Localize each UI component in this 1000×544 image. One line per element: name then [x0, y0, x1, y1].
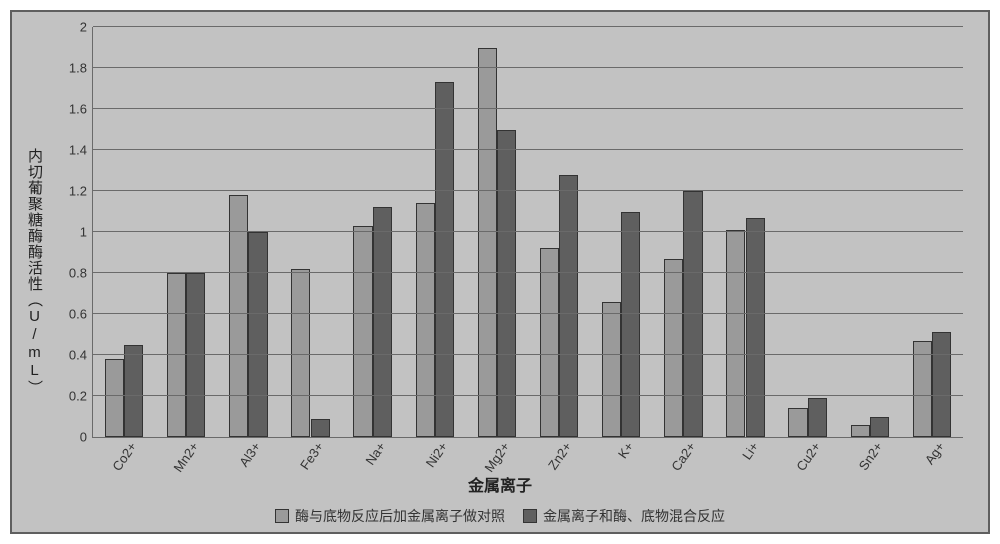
x-tick-label: Ag+: [918, 437, 947, 467]
y-tick-label: 0.8: [69, 266, 93, 281]
x-tick-label: Na+: [359, 437, 388, 468]
x-tick-label: Sn2+: [852, 437, 885, 473]
bar: [664, 259, 683, 437]
bar: [870, 417, 889, 438]
y-tick-label: 0.4: [69, 348, 93, 363]
legend-label-2: 金属离子和酶、底物混合反应: [543, 506, 725, 526]
bars-container: [93, 27, 963, 437]
x-tick-label: Mg2+: [478, 437, 512, 475]
y-tick-label: 2: [80, 20, 93, 35]
bar: [167, 273, 186, 437]
bar: [291, 269, 310, 437]
gridline: [93, 354, 963, 355]
x-tick-label: Cu2+: [790, 437, 824, 474]
y-tick-label: 1: [80, 225, 93, 240]
bar: [808, 398, 827, 437]
bar: [497, 130, 516, 438]
y-tick-label: 0.2: [69, 389, 93, 404]
bar: [851, 425, 870, 437]
bar: [540, 248, 559, 437]
x-tick-label: Co2+: [106, 437, 140, 474]
y-tick-label: 1.4: [69, 143, 93, 158]
gridline: [93, 26, 963, 27]
bar: [186, 273, 205, 437]
bar: [726, 230, 745, 437]
gridline: [93, 108, 963, 109]
y-tick-label: 1.2: [69, 184, 93, 199]
gridline: [93, 190, 963, 191]
bar: [621, 212, 640, 438]
bar: [932, 332, 951, 437]
legend-item-1: 酶与底物反应后加金属离子做对照: [275, 506, 505, 526]
chart-frame: 内切葡聚糖酶酶活性（U/mL） 00.20.40.60.811.21.41.61…: [10, 10, 990, 534]
x-tick-label: K+: [612, 437, 637, 461]
bar: [416, 203, 435, 437]
bar: [124, 345, 143, 437]
x-axis-title-text: 金属离子: [468, 478, 532, 495]
bar: [373, 207, 392, 437]
bar: [353, 226, 372, 437]
x-tick-label: Zn2+: [542, 437, 575, 472]
bar: [559, 175, 578, 437]
x-tick-label: Fe3+: [293, 437, 326, 472]
bar: [248, 232, 267, 437]
y-tick-label: 0.6: [69, 307, 93, 322]
plot-area: 00.20.40.60.811.21.41.61.82Co2+Mn2+Al3+F…: [92, 27, 963, 438]
y-axis-title: 内切葡聚糖酶酶活性（U/mL）: [24, 148, 45, 396]
gridline: [93, 231, 963, 232]
gridline: [93, 67, 963, 68]
gridline: [93, 149, 963, 150]
bar: [478, 48, 497, 438]
bar: [105, 359, 124, 437]
x-axis-title: 金属离子: [12, 472, 988, 496]
gridline: [93, 272, 963, 273]
legend-swatch-2: [523, 509, 537, 523]
bar: [311, 419, 330, 437]
x-tick-label: Mn2+: [167, 437, 201, 475]
x-tick-label: Ca2+: [665, 437, 699, 474]
y-tick-label: 1.8: [69, 61, 93, 76]
x-tick-label: Li+: [735, 437, 761, 462]
legend-swatch-1: [275, 509, 289, 523]
x-tick-label: Al3+: [233, 437, 264, 470]
y-tick-label: 0: [80, 430, 93, 445]
bar: [788, 408, 807, 437]
bar: [683, 191, 702, 437]
gridline: [93, 313, 963, 314]
legend: 酶与底物反应后加金属离子做对照 金属离子和酶、底物混合反应: [12, 506, 988, 526]
y-axis-title-text: 内切葡聚糖酶酶活性（U/mL）: [26, 148, 43, 396]
legend-label-1: 酶与底物反应后加金属离子做对照: [295, 506, 505, 526]
gridline: [93, 395, 963, 396]
x-tick-label: Ni2+: [419, 437, 450, 470]
bar: [435, 82, 454, 437]
bar: [602, 302, 621, 437]
y-tick-label: 1.6: [69, 102, 93, 117]
legend-item-2: 金属离子和酶、底物混合反应: [523, 506, 725, 526]
bar: [913, 341, 932, 437]
bar: [746, 218, 765, 437]
